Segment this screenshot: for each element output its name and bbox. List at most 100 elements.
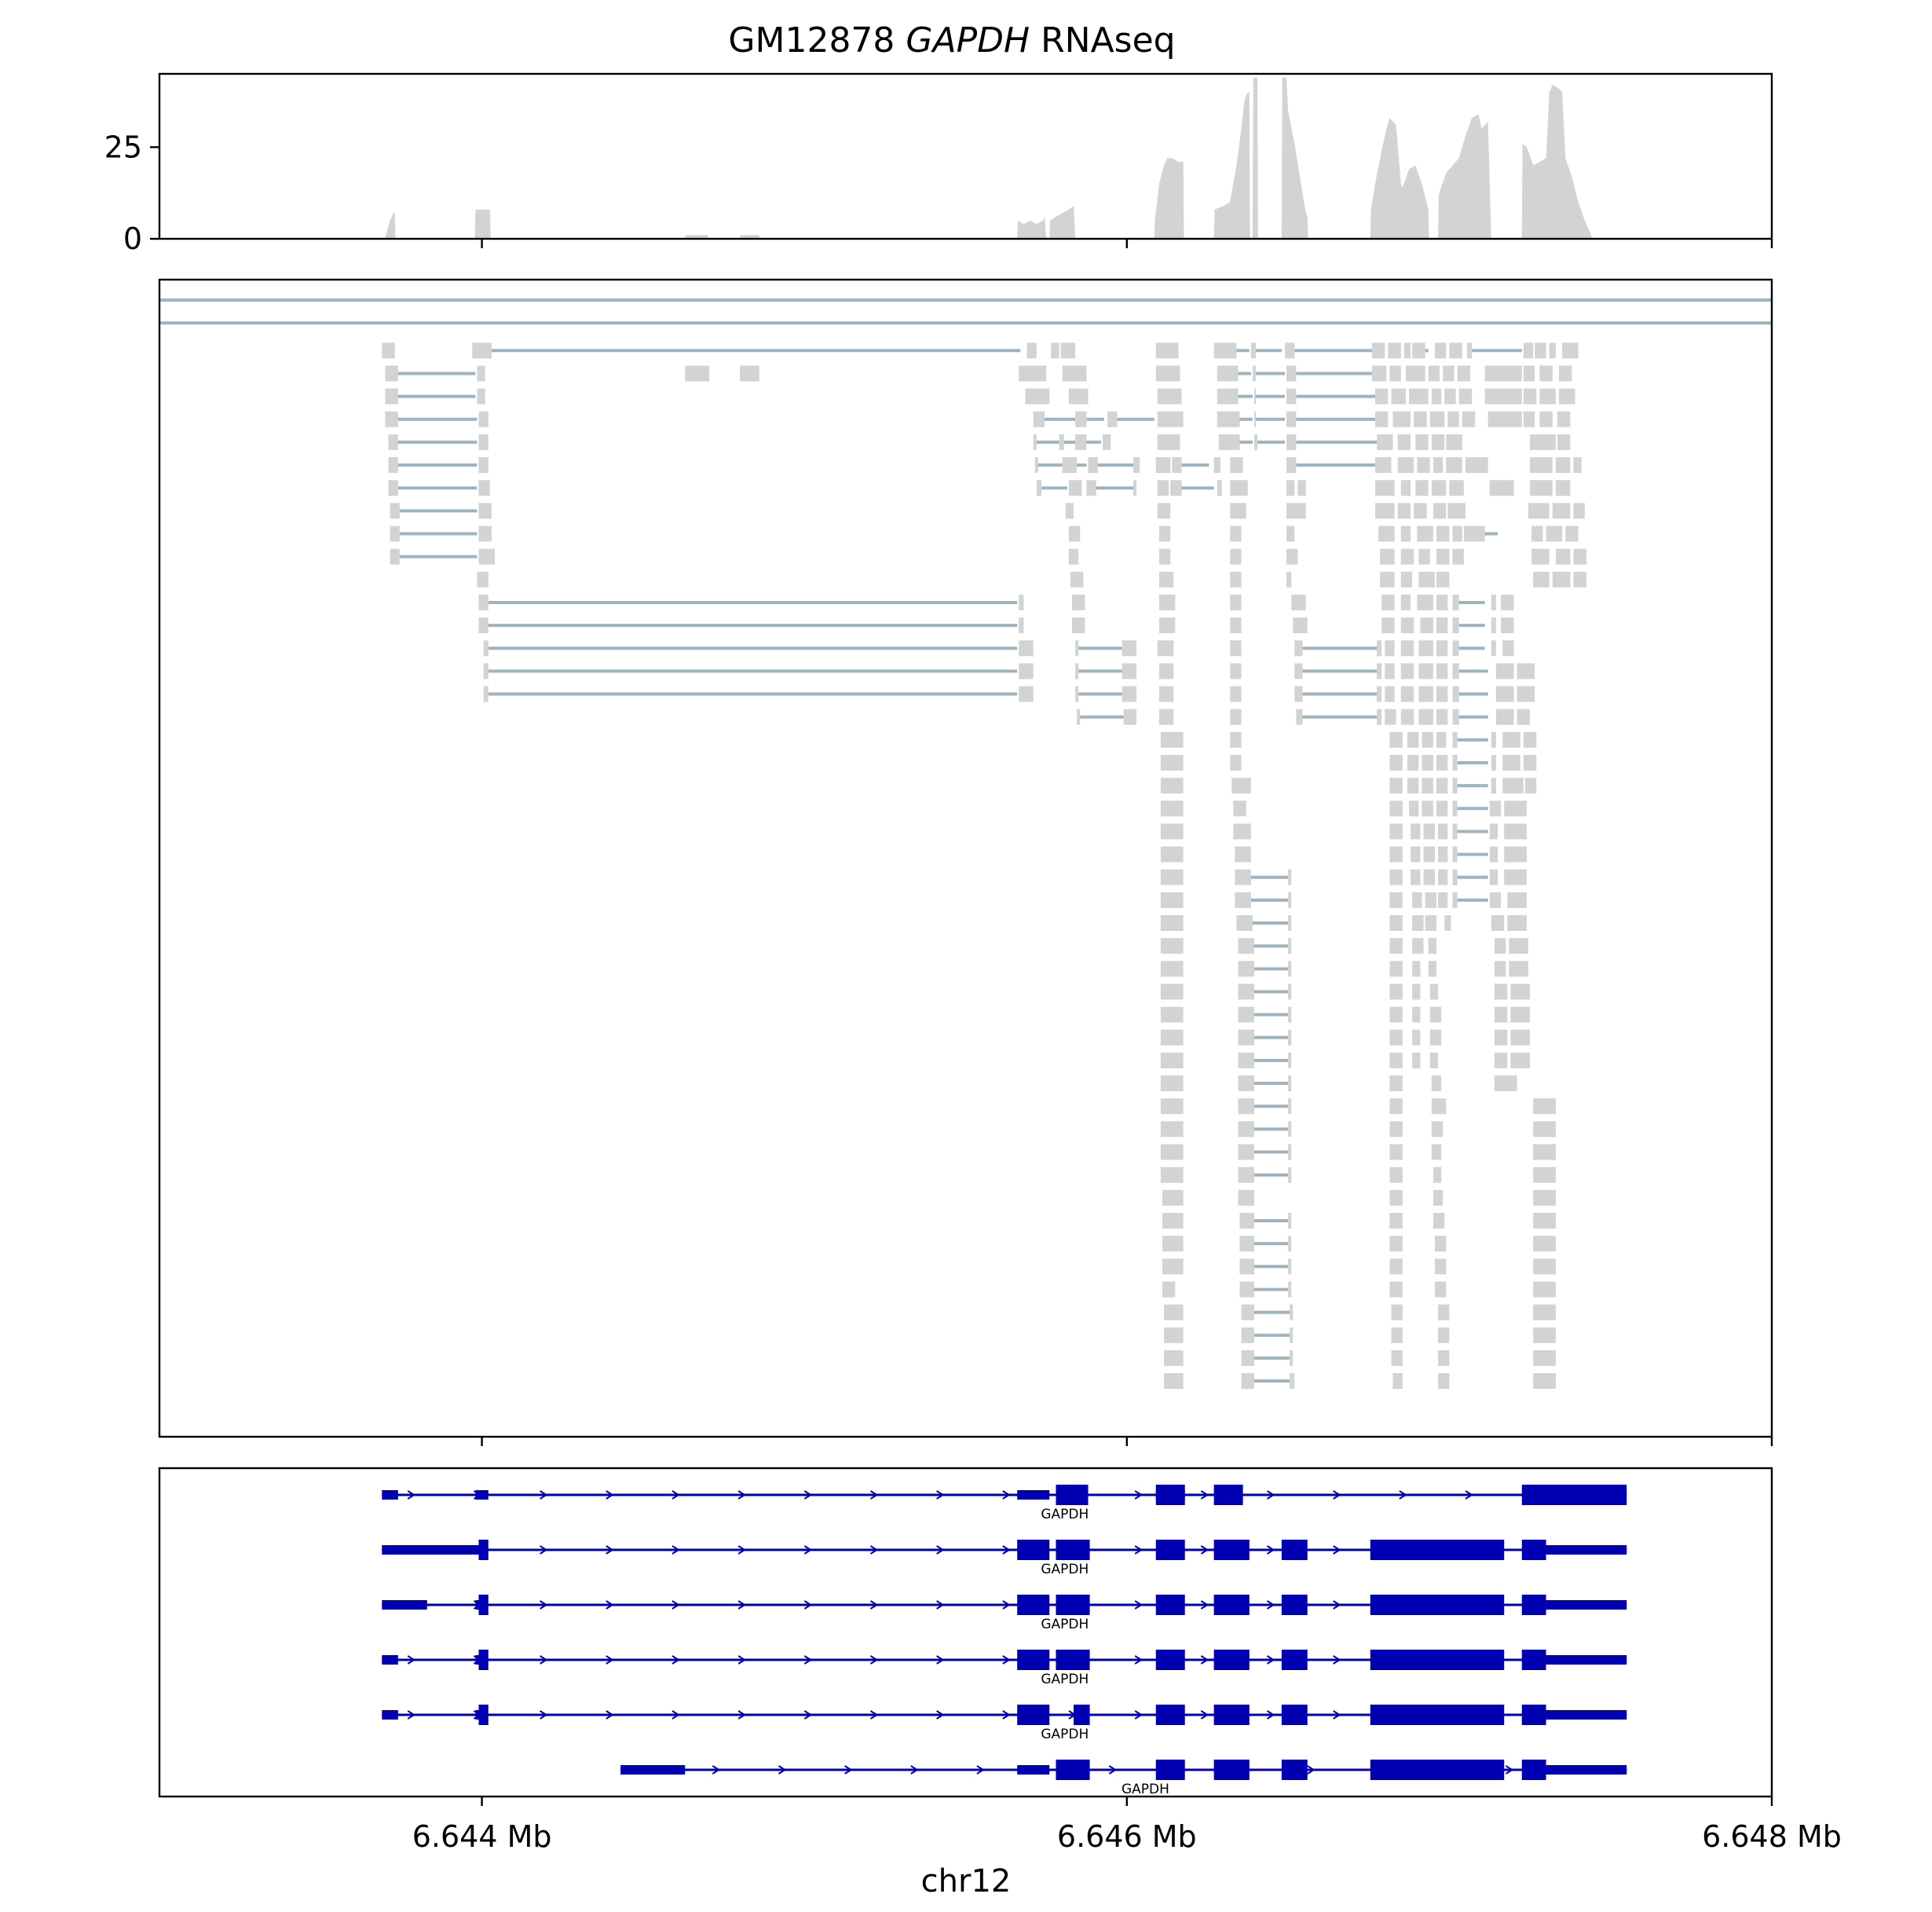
read-block — [1160, 1167, 1184, 1183]
read-block — [1297, 480, 1306, 496]
read-block — [1403, 342, 1411, 359]
read-block — [1075, 686, 1079, 702]
read-block — [1400, 709, 1414, 725]
read-block — [1411, 823, 1421, 840]
read-row — [1162, 1213, 1556, 1229]
read-block — [1434, 1281, 1447, 1298]
x-axis-label: chr12 — [921, 1863, 1012, 1899]
read-block — [478, 548, 496, 565]
read-block — [1389, 1167, 1403, 1183]
read-block — [1062, 365, 1087, 382]
read-block — [1555, 480, 1571, 496]
read-row — [1160, 915, 1527, 932]
read-block — [1385, 709, 1396, 725]
read-block — [1539, 365, 1553, 382]
read-row — [1160, 983, 1531, 1000]
read-block — [1530, 480, 1553, 496]
read-block — [1573, 571, 1586, 588]
read-block — [1230, 755, 1242, 771]
read-block — [1400, 571, 1413, 588]
read-block — [1425, 892, 1436, 908]
read-block — [1290, 1327, 1293, 1343]
read-block — [1434, 342, 1447, 359]
read-block — [1389, 1144, 1403, 1160]
read-block — [1446, 434, 1462, 450]
read-block — [1389, 1029, 1403, 1046]
read-block — [1400, 548, 1414, 565]
read-block — [1452, 594, 1459, 610]
cds-block — [1017, 1650, 1050, 1670]
read-block — [1484, 365, 1522, 382]
read-block — [1533, 1350, 1556, 1366]
read-block — [1381, 594, 1395, 610]
read-block — [1418, 640, 1433, 657]
read-block — [1392, 1373, 1403, 1390]
read-row — [1160, 1075, 1517, 1092]
cds-block — [1155, 1650, 1185, 1670]
read-block — [1565, 526, 1579, 542]
read-block — [1528, 503, 1550, 519]
read-block — [1217, 388, 1239, 405]
strand-arrow — [737, 1600, 747, 1610]
read-block — [1422, 755, 1433, 771]
utr-block — [1017, 1765, 1050, 1775]
read-block — [478, 617, 488, 634]
read-block — [1160, 1052, 1184, 1068]
transcript: GAPDH — [620, 1760, 1627, 1797]
read-block — [1371, 365, 1387, 382]
read-block — [478, 434, 488, 450]
read-block — [1162, 1213, 1184, 1229]
utr-block — [382, 1545, 479, 1555]
read-block — [1088, 457, 1098, 474]
read-block — [1238, 1121, 1254, 1137]
read-block — [1389, 869, 1403, 885]
read-block — [1075, 640, 1079, 657]
read-block — [1431, 434, 1445, 450]
read-block — [1433, 457, 1444, 474]
read-block — [1552, 571, 1571, 588]
read-row — [1164, 1304, 1556, 1320]
strand-arrow — [540, 1490, 548, 1500]
read-block — [1495, 663, 1514, 679]
read-row — [1160, 892, 1527, 908]
read-block — [1436, 709, 1448, 725]
strand-arrow — [540, 1655, 548, 1665]
strand-arrow — [1333, 1655, 1341, 1665]
read-block — [1423, 869, 1435, 885]
read-row — [1160, 938, 1528, 954]
reads — [159, 299, 1772, 1390]
read-block — [1465, 457, 1488, 474]
cds-block — [1213, 1760, 1250, 1780]
read-block — [1294, 663, 1303, 679]
read-block — [1517, 709, 1531, 725]
read-block — [1509, 961, 1528, 977]
read-block — [1070, 571, 1084, 588]
read-block — [1452, 640, 1459, 657]
read-row — [1160, 823, 1527, 840]
read-block — [1400, 526, 1411, 542]
utr-block — [382, 1490, 398, 1500]
read-block — [1533, 1167, 1556, 1183]
cds-block — [1213, 1705, 1250, 1725]
read-block — [1502, 755, 1520, 771]
read-block — [1239, 1258, 1254, 1275]
read-block — [1155, 457, 1171, 474]
strand-arrow — [869, 1710, 879, 1720]
read-block — [1019, 640, 1034, 657]
read-block — [1391, 1304, 1403, 1320]
read-block — [478, 594, 488, 610]
transcript: GAPDH — [382, 1705, 1627, 1742]
read-block — [1385, 640, 1395, 657]
read-block — [1438, 1327, 1450, 1343]
read-block — [1374, 480, 1395, 496]
read-block — [1530, 457, 1553, 474]
read-block — [1068, 548, 1079, 565]
read-block — [1539, 388, 1556, 405]
read-block — [1284, 342, 1295, 359]
read-block — [1389, 938, 1403, 954]
coverage-frame — [158, 72, 1773, 240]
read-block — [1562, 342, 1579, 359]
read-row — [1164, 1350, 1556, 1366]
cds-block — [1213, 1540, 1250, 1560]
read-block — [1546, 526, 1563, 542]
